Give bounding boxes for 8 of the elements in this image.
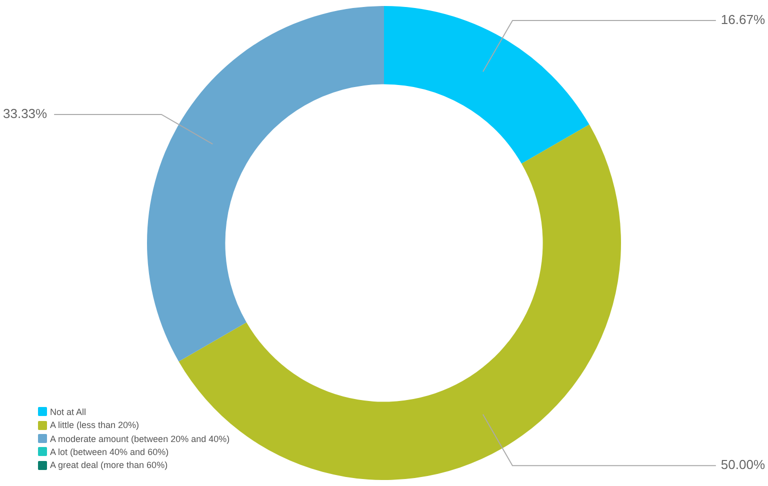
legend-label: A great deal (more than 60%): [50, 460, 168, 470]
legend-label: Not at All: [50, 406, 86, 417]
data-label: 16.67%: [720, 12, 766, 28]
data-label: 50.00%: [720, 457, 766, 472]
legend-label: A lot (between 40% and 60%): [50, 446, 169, 457]
data-label: 33.33%: [3, 106, 48, 122]
legend-label: A little (less than 20%): [50, 420, 140, 430]
legend-label: A moderate amount (between 20% and 40%): [50, 434, 230, 444]
